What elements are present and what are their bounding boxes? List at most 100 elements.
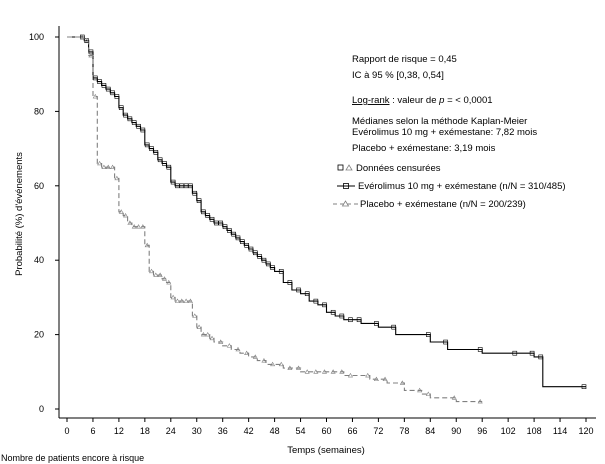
placebo-censor-mark [88,52,94,58]
everolimus-censor-mark [227,228,232,233]
everolimus-censor-mark [192,190,198,196]
x-tick-label: 84 [425,426,435,436]
placebo-censor-mark [218,339,224,344]
everolimus-censor-mark [101,83,107,88]
x-tick-label: 18 [140,426,150,436]
censor-marks [79,34,587,404]
everolimus-censor-mark [278,269,284,274]
everolimus-censor-mark [477,347,483,352]
x-tick-label: 42 [244,426,254,436]
y-axis-label: Probabilité (%) d'événements [14,152,25,276]
everolimus-censor-mark [235,235,241,241]
medians-title-text: Médianes selon la méthode Kaplan-Meier [352,116,527,127]
axes [58,26,596,419]
everolimus-censor-mark [261,257,267,263]
everolimus-censor-mark [538,354,544,360]
x-axis-label: Temps (semaines) [287,445,365,456]
everolimus-censor-mark [157,157,163,163]
placebo-censor-mark [131,224,137,229]
x-tick-label: 108 [527,426,542,436]
y-axis-ticks: 0 20 40 60 80 100 [29,32,59,414]
legend-everolimus-label: Evérolimus 10 mg + exémestane (n/N = 310… [358,181,566,192]
y-tick-label: 60 [34,181,44,191]
x-tick-label: 120 [578,426,593,436]
placebo-censor-mark [425,391,431,396]
placebo-censor-mark [209,335,215,341]
placebo-censor-mark [144,242,150,248]
everolimus-censor-mark [201,209,206,215]
legend-censored-label: Données censurées [356,163,441,174]
everolimus-censor-mark [218,220,223,226]
x-tick-label: 48 [270,426,280,436]
everolimus-censor-mark [205,213,211,218]
x-tick-label: 36 [218,426,228,436]
placebo-censor-mark [79,34,85,39]
everolimus-censor-mark [265,261,271,267]
survival-curves [67,36,586,403]
placebo-censor-mark [157,272,163,277]
everolimus-censor-mark [244,243,249,248]
placebo-censor-mark [153,272,159,277]
statistics-annotations: Rapport de risque = 0,45 IC à 95 % [0,38… [352,54,537,154]
placebo-censor-mark [365,372,371,378]
placebo-censor-mark [118,209,124,214]
median-placebo-text: Placebo + exémestane: 3,19 mois [352,143,496,154]
legend-placebo-triangle-icon [341,200,350,207]
everolimus-curve [67,36,586,388]
everolimus-censor-mark [131,120,137,125]
placebo-censor-mark [166,279,172,285]
everolimus-censor-mark [170,179,176,185]
x-tick-label: 78 [399,426,409,436]
hazard-ratio-text: Rapport de risque = 0,45 [352,54,457,65]
placebo-censor-mark [235,346,241,352]
placebo-censor-mark [287,365,293,370]
placebo-censor-mark [321,369,328,374]
placebo-curve [67,36,483,403]
placebo-censor-mark [140,224,146,229]
x-tick-label: 66 [347,426,357,436]
everolimus-censor-mark [240,239,245,244]
placebo-censor-mark [296,365,302,370]
placebo-censor-mark [127,220,133,225]
everolimus-censor-mark [391,324,397,330]
everolimus-censor-mark [581,384,587,389]
placebo-censor-mark [105,164,111,169]
placebo-censor-mark [399,380,405,385]
placebo-censor-mark [304,369,310,374]
placebo-censor-mark [270,361,276,367]
x-tick-label: 72 [373,426,383,436]
logrank-text: Log-rank : valeur de p = < 0,0001 [352,95,493,106]
x-tick-label: 24 [166,426,176,436]
everolimus-censor-mark [166,164,172,170]
everolimus-censor-mark [330,309,336,315]
everolimus-censor-mark [443,339,448,345]
everolimus-censor-mark [175,183,180,189]
everolimus-censor-mark [512,350,518,356]
everolimus-censor-mark [114,94,120,99]
placebo-censor-mark [252,354,258,359]
placebo-censor-mark [161,276,167,281]
everolimus-censor-mark [270,265,275,270]
placebo-censor-mark [123,212,129,218]
everolimus-censor-mark [179,183,185,189]
everolimus-censor-mark [222,224,228,230]
everolimus-censor-mark [162,161,167,166]
everolimus-censor-mark [97,79,102,84]
censored-triangle-icon [345,164,353,171]
placebo-censor-mark [226,343,232,348]
placebo-censor-mark [192,313,198,318]
everolimus-censor-mark [123,112,128,118]
placebo-censor-mark [200,331,206,337]
placebo-censor-mark [278,361,284,367]
x-tick-label: 0 [64,426,69,436]
legend-placebo-label: Placebo + exémestane (n/N = 200/239) [360,199,526,210]
legend-everolimus-square-icon [343,183,349,189]
everolimus-censor-mark [196,198,202,203]
y-tick-label: 20 [34,330,44,340]
placebo-censor-mark [110,164,116,169]
logrank-word: Log-rank [352,95,390,106]
everolimus-censor-mark [313,298,319,304]
placebo-censor-mark [330,369,336,374]
everolimus-censor-mark [257,254,262,259]
